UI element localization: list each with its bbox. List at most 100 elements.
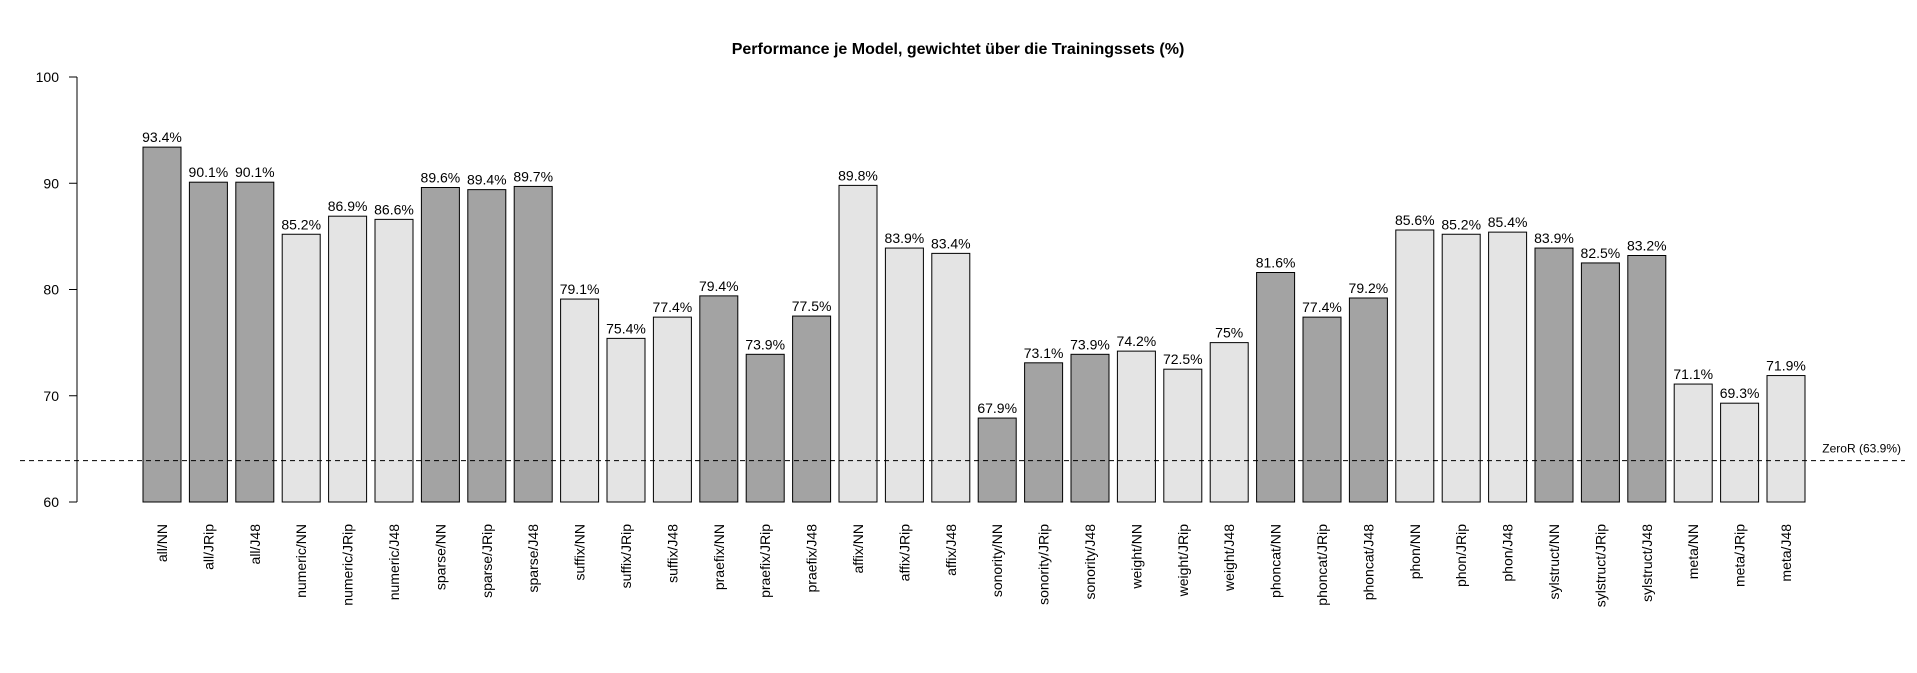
bar-value-label: 77.4%	[653, 299, 693, 315]
bar	[513, 185, 553, 503]
category-label: sparse/NN	[432, 524, 448, 590]
bar-value-label: 86.6%	[374, 201, 414, 217]
bar-value-label: 89.7%	[513, 168, 553, 184]
category-label: sylstruct/NN	[1546, 524, 1562, 599]
category-label: sylstruct/JRip	[1592, 524, 1608, 607]
bar-value-label: 83.4%	[931, 235, 971, 251]
bar-value-label: 73.9%	[745, 336, 785, 352]
category-label: all/JRip	[200, 524, 216, 570]
category-label: sylstruct/J48	[1639, 524, 1655, 602]
category-label: affix/J48	[943, 524, 959, 576]
bar	[467, 189, 507, 503]
bar	[328, 215, 368, 503]
category-label: meta/J48	[1778, 524, 1794, 582]
bar	[420, 187, 460, 503]
category-label: praefix/JRip	[757, 524, 773, 598]
category-label: weight/JRip	[1175, 524, 1191, 598]
bar-value-label: 89.8%	[838, 167, 878, 183]
bar	[884, 247, 924, 503]
bar	[142, 146, 182, 503]
bar	[838, 184, 878, 503]
bar	[281, 233, 321, 503]
bar-value-label: 83.2%	[1627, 238, 1667, 254]
y-tick-label: 100	[36, 69, 60, 85]
category-label: affix/JRip	[896, 524, 912, 582]
bar	[1720, 402, 1760, 503]
bar-value-label: 72.5%	[1163, 351, 1203, 367]
bar	[1024, 362, 1064, 503]
bar	[1256, 272, 1296, 503]
bar-value-label: 71.1%	[1673, 366, 1713, 382]
category-label: numeric/JRip	[340, 524, 356, 606]
bar-value-label: 79.4%	[699, 278, 739, 294]
category-label: praefix/NN	[711, 524, 727, 590]
y-tick-label: 60	[43, 494, 59, 510]
bar-value-label: 75.4%	[606, 320, 646, 336]
bar-value-label: 89.6%	[421, 170, 461, 186]
category-label: phon/J48	[1500, 524, 1516, 582]
bar	[374, 218, 414, 503]
bar	[235, 181, 275, 503]
bar	[1488, 231, 1528, 503]
bar-value-label: 85.4%	[1488, 214, 1528, 230]
bar-value-label: 71.9%	[1766, 358, 1806, 374]
bar-value-label: 67.9%	[977, 400, 1017, 416]
bar-value-label: 86.9%	[328, 198, 368, 214]
category-label: weight/NN	[1128, 524, 1144, 590]
bar	[931, 252, 971, 503]
bar-value-label: 85.2%	[1441, 216, 1481, 232]
bar-value-label: 89.4%	[467, 172, 507, 188]
bars: 93.4% 90.1% 90.1% 85.2% 86.9% 86.6% 89.6% 89.4%…	[142, 129, 1806, 503]
category-label: sonority/JRip	[1036, 524, 1052, 605]
bar-value-label: 83.9%	[1534, 230, 1574, 246]
category-label: affix/NN	[850, 524, 866, 574]
bar	[1116, 350, 1156, 503]
bar	[1766, 375, 1806, 503]
bar	[1348, 297, 1388, 503]
bar	[560, 298, 600, 503]
bar	[606, 337, 646, 503]
y-tick-label: 90	[43, 175, 59, 191]
bar	[1673, 383, 1713, 503]
category-label: phon/JRip	[1453, 524, 1469, 587]
category-label: meta/JRip	[1732, 524, 1748, 587]
category-label: phoncat/JRip	[1314, 524, 1330, 606]
bar	[1580, 262, 1620, 503]
bar	[1070, 353, 1110, 503]
bar-value-label: 93.4%	[142, 129, 182, 145]
category-label: suffix/NN	[572, 524, 588, 581]
bar-value-label: 83.9%	[885, 230, 925, 246]
category-label: weight/J48	[1221, 524, 1237, 592]
category-label: suffix/JRip	[618, 524, 634, 589]
category-label: numeric/NN	[293, 524, 309, 598]
bar-value-label: 77.4%	[1302, 299, 1342, 315]
bar-value-label: 90.1%	[189, 164, 229, 180]
bar-value-label: 85.2%	[281, 216, 321, 232]
y-tick-label: 70	[43, 388, 59, 404]
bar	[1534, 247, 1574, 503]
category-label: sparse/JRip	[479, 524, 495, 598]
y-axis: 60 70 80 90 100	[36, 69, 78, 510]
bar-value-label: 79.1%	[560, 281, 600, 297]
category-label: phon/NN	[1407, 524, 1423, 579]
y-tick-label: 80	[43, 282, 59, 298]
chart-title: Performance je Model, gewichtet über die…	[732, 41, 1185, 58]
bar	[1209, 342, 1249, 503]
bar	[1627, 255, 1667, 503]
reference-line: ZeroR (63.9%)	[20, 442, 1905, 462]
bar-value-label: 82.5%	[1581, 245, 1621, 261]
category-label: all/NN	[154, 524, 170, 562]
bar	[1395, 229, 1435, 503]
category-labels: all/NN all/JRip all/J48 numeric/NN numeric/J…	[154, 524, 1794, 607]
bar-value-label: 73.9%	[1070, 336, 1110, 352]
category-label: all/J48	[247, 524, 263, 565]
bar	[792, 315, 832, 503]
category-label: meta/NN	[1685, 524, 1701, 579]
bar-value-label: 90.1%	[235, 164, 275, 180]
bar	[977, 417, 1017, 503]
bar-value-label: 77.5%	[792, 298, 832, 314]
category-label: numeric/J48	[386, 524, 402, 600]
category-label: phoncat/NN	[1268, 524, 1284, 598]
